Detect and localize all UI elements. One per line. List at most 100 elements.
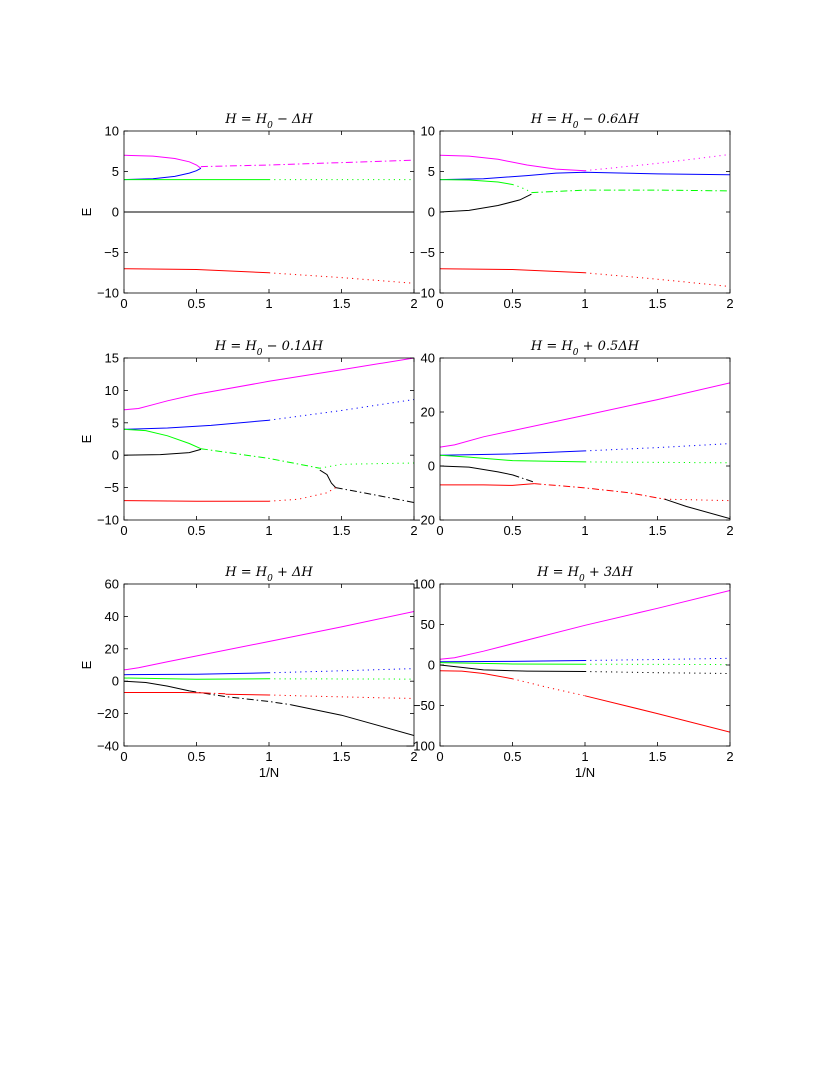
- x-tick-label: 0.5: [187, 296, 205, 311]
- series-line-blue-dotted: [584, 657, 730, 661]
- x-tick-label: 0.5: [503, 296, 521, 311]
- y-tick-label: −10: [413, 286, 435, 301]
- x-tick-label: 0: [436, 296, 443, 311]
- x-tick-label: 2: [410, 523, 417, 538]
- y-tick-label: −5: [420, 245, 435, 260]
- x-tick-label: 2: [726, 749, 733, 764]
- y-tick-label: −10: [97, 513, 119, 528]
- subplot-3: H = H0 − 0.1ΔH 0 0.5 1 1.5 2 −10 −5 0 5 10 15 E: [79, 339, 418, 538]
- series-line-blue-solid: [124, 672, 270, 676]
- series-line-magenta-solid: [440, 382, 730, 448]
- series-line-red-solid: [440, 483, 535, 486]
- y-tick-label: 40: [421, 351, 435, 366]
- y-tick-label: 0: [112, 205, 119, 220]
- axes-frame: [123, 583, 415, 747]
- series-group: [440, 154, 730, 287]
- y-tick-label: 0: [112, 674, 119, 689]
- series-line-red-dotted: [268, 694, 414, 699]
- series-line-magenta-solid: [124, 154, 202, 169]
- series-line-red-dotted: [512, 678, 586, 697]
- x-tick-label: 1.5: [332, 523, 350, 538]
- series-line-red-dotted: [268, 487, 336, 502]
- series-line-red-dotted: [584, 272, 730, 287]
- series-group: [124, 611, 414, 736]
- x-tick-label: 0: [120, 296, 127, 311]
- x-tick-label: 1: [581, 749, 588, 764]
- y-tick-label: −50: [413, 698, 435, 713]
- series-line-blue-solid: [440, 450, 586, 456]
- y-tick-label: −10: [97, 286, 119, 301]
- x-tick-label: 1: [581, 523, 588, 538]
- series-line-red-solid: [124, 268, 270, 274]
- x-tick-label: 0: [436, 523, 443, 538]
- y-axis-label: E: [79, 434, 94, 443]
- series-group: [440, 382, 730, 520]
- x-tick-label: 2: [726, 296, 733, 311]
- y-tick-label: −40: [97, 739, 119, 754]
- y-tick-label: 15: [105, 351, 119, 366]
- series-group: [440, 590, 730, 733]
- series-line-black-solid: [664, 498, 730, 520]
- series-line-magenta-solid: [440, 590, 730, 660]
- subplot-title: H = H0 − ΔH: [224, 112, 313, 131]
- series-line-black-dashdot: [512, 474, 535, 483]
- y-tick-label: 10: [421, 124, 435, 139]
- series-line-blue-solid: [124, 419, 270, 430]
- series-line-red-dashdot: [534, 483, 665, 500]
- x-tick-label: 2: [726, 523, 733, 538]
- y-tick-label: 10: [105, 383, 119, 398]
- series-line-red-dotted: [268, 272, 414, 284]
- series-line-black-solid: [124, 448, 202, 456]
- x-axis-label: 1/N: [259, 765, 279, 780]
- y-axis-label: E: [79, 660, 94, 669]
- x-tick-label: 1: [581, 296, 588, 311]
- y-tick-label: −5: [104, 245, 119, 260]
- y-tick-label: −100: [406, 739, 435, 754]
- y-tick-label: 0: [112, 448, 119, 463]
- y-tick-label: 5: [428, 164, 435, 179]
- x-tick-label: 1: [265, 749, 272, 764]
- y-tick-label: −5: [104, 480, 119, 495]
- series-line-green-dashdot: [200, 448, 320, 469]
- subplot-title: H = H0 − 0.6ΔH: [530, 112, 640, 131]
- series-line-black-solid: [440, 664, 586, 672]
- x-tick-label: 1.5: [648, 523, 666, 538]
- y-tick-label: 5: [112, 415, 119, 430]
- x-tick-label: 1: [265, 523, 272, 538]
- series-line-black-solid: [124, 680, 190, 692]
- series-line-magenta-dotted: [584, 154, 730, 172]
- y-tick-label: −20: [413, 513, 435, 528]
- y-tick-label: 0: [428, 205, 435, 220]
- axes-frame: [439, 357, 731, 521]
- x-tick-label: 0: [120, 749, 127, 764]
- series-line-green-dashdot: [531, 189, 730, 194]
- x-tick-label: 0.5: [187, 749, 205, 764]
- series-line-green-dotted: [512, 184, 532, 194]
- series-line-magenta-solid: [440, 154, 586, 172]
- y-tick-label: 0: [428, 658, 435, 673]
- series-line-black-dashdot: [335, 487, 414, 503]
- series-line-black-solid: [440, 465, 513, 476]
- x-tick-label: 2: [410, 749, 417, 764]
- series-line-blue-solid: [124, 167, 202, 181]
- x-tick-label: 1: [265, 296, 272, 311]
- subplot-1: H = H0 − ΔH 0 0.5 1 1.5 2 −10 −5 0 5 10 E: [79, 112, 418, 311]
- series-line-black-dashdot: [189, 690, 291, 706]
- series-line-red-dotted: [664, 498, 730, 502]
- series-line-green-dotted: [319, 462, 414, 469]
- series-line-red-solid: [440, 268, 586, 274]
- subplot-title: H = H0 + ΔH: [224, 565, 313, 584]
- series-line-blue-dotted: [584, 443, 730, 452]
- subplot-title: H = H0 − 0.1ΔH: [214, 339, 324, 358]
- series-line-blue-solid: [440, 171, 730, 181]
- series-line-black-solid: [290, 704, 414, 736]
- y-tick-label: −20: [97, 706, 119, 721]
- x-tick-label: 1.5: [648, 749, 666, 764]
- y-tick-label: 100: [413, 577, 435, 592]
- series-line-green-solid: [124, 428, 202, 450]
